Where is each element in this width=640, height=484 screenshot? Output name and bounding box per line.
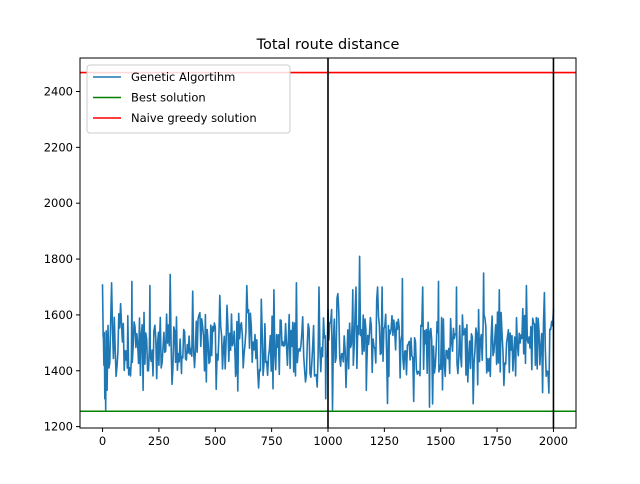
y-tick-label: 1600 xyxy=(44,308,73,322)
y-tick-label: 2400 xyxy=(44,85,73,99)
x-tick-label: 1250 xyxy=(370,434,399,448)
chart-title: Total route distance xyxy=(256,37,400,53)
legend-item-naive-greedy-solution-label: Naive greedy solution xyxy=(131,111,257,125)
x-tick-label: 1500 xyxy=(426,434,455,448)
legend-item-genetic-algorithm-label: Genetic Algortihm xyxy=(131,70,235,84)
series-genetic-algorithm-line xyxy=(101,255,555,411)
x-tick-label: 1750 xyxy=(482,434,511,448)
x-tick-label: 500 xyxy=(204,434,226,448)
x-tick-label: 2000 xyxy=(539,434,568,448)
axes: 0 250 500 750 1000 1250 1500 1750 2000 1200 1400 16… xyxy=(44,57,577,448)
x-tick-label: 250 xyxy=(148,434,170,448)
x-tick-label: 0 xyxy=(99,434,106,448)
legend-item-best-solution-label: Best solution xyxy=(131,91,206,105)
y-tick-label: 1400 xyxy=(44,364,73,378)
x-tick-label: 750 xyxy=(261,434,283,448)
legend: Genetic Algortihm Best solution Naive gree… xyxy=(86,64,291,134)
x-tick-label: 1000 xyxy=(313,434,342,448)
legend-box xyxy=(86,64,291,134)
y-tick-label: 2200 xyxy=(44,140,73,154)
y-tick-label: 1800 xyxy=(44,252,73,266)
y-tick-label: 2000 xyxy=(44,196,73,210)
y-tick-label: 1200 xyxy=(44,420,73,434)
